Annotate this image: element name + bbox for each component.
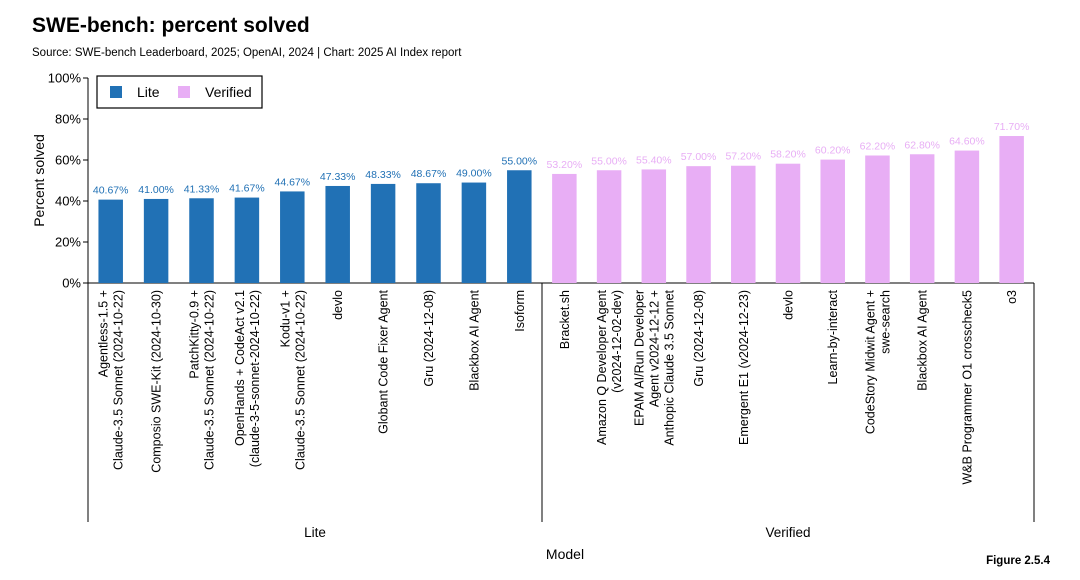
bar-lite: [143, 198, 169, 283]
bar-lite: [98, 199, 123, 283]
bar-verified: [865, 155, 890, 283]
category-label: swe-search: [878, 290, 892, 354]
bar-verified: [596, 170, 622, 283]
category-label: Agent v2024-12-12 +: [647, 290, 661, 407]
y-tick-label: 20%: [55, 235, 81, 250]
data-label: 55.40%: [636, 154, 672, 166]
category-label: (v2024-12-02-dev): [610, 290, 624, 393]
category-label: EPAM AI/Run Developer: [632, 290, 646, 426]
group-label: Lite: [304, 525, 326, 540]
category-label: Gru (2024-12-08): [692, 290, 706, 387]
bar-verified: [954, 150, 980, 283]
category-label: o3: [1005, 290, 1019, 304]
category-label: Isoform: [513, 290, 527, 332]
category-label: Blackbox AI Agent: [916, 289, 930, 390]
legend-label-verified: Verified: [205, 84, 252, 100]
category-label: Claude-3.5 Sonnet (2024-10-22): [203, 290, 217, 470]
y-tick-label: 100%: [48, 71, 82, 86]
y-tick-label: 0%: [62, 276, 81, 291]
category-label: Emergent E1 (v2024-12-23): [737, 290, 751, 445]
legend-swatch-lite: [110, 86, 122, 98]
y-tick-label: 60%: [55, 153, 81, 168]
data-label: 41.00%: [138, 184, 174, 196]
data-label: 57.20%: [725, 151, 761, 163]
bar-verified: [820, 159, 845, 283]
data-label: 71.70%: [994, 121, 1030, 133]
data-label: 47.33%: [320, 171, 356, 183]
data-label: 41.67%: [229, 183, 265, 195]
category-label: CodeStory Midwit Agent +: [863, 290, 877, 434]
bar-lite: [325, 185, 350, 283]
bar-verified: [909, 154, 935, 283]
category-label: Kodu-v1 +: [278, 290, 292, 347]
data-label: 53.20%: [547, 159, 583, 171]
data-label: 55.00%: [591, 155, 627, 167]
data-label: 48.67%: [411, 168, 447, 180]
category-label: W&B Programmer O1 crosscheck5: [960, 290, 974, 485]
bar-verified: [686, 166, 711, 283]
category-label: Learn-by-interact: [826, 289, 840, 384]
legend-swatch-verified: [178, 86, 190, 98]
data-label: 62.80%: [904, 139, 940, 151]
data-label: 57.00%: [681, 151, 717, 163]
category-label: Claude-3.5 Sonnet (2024-10-22): [293, 290, 307, 470]
bar-lite: [234, 197, 260, 283]
category-label: devlo: [782, 290, 796, 320]
bar-verified: [552, 173, 577, 283]
data-label: 48.33%: [365, 169, 401, 181]
category-label: Claude-3.5 Sonnet (2024-10-22): [112, 290, 126, 470]
category-label: OpenHands + CodeAct v2.1: [233, 290, 247, 446]
category-label: Agentless-1.5 +: [97, 290, 111, 377]
category-label: Bracket.sh: [558, 290, 572, 349]
data-label: 49.00%: [456, 168, 492, 180]
data-label: 62.20%: [860, 140, 896, 152]
bar-verified: [999, 136, 1024, 283]
data-label: 41.33%: [184, 183, 220, 195]
bar-lite: [507, 170, 532, 283]
data-label: 58.20%: [770, 149, 806, 161]
bar-verified: [731, 165, 756, 283]
category-label: devlo: [331, 290, 345, 320]
bar-verified: [641, 169, 667, 283]
bar-lite: [189, 198, 214, 283]
bar-lite: [461, 182, 487, 283]
category-label: Globant Code Fixer Agent: [377, 289, 391, 433]
y-tick-label: 40%: [55, 194, 81, 209]
category-label: Gru (2024-12-08): [422, 290, 436, 387]
data-label: 55.00%: [501, 155, 537, 167]
data-label: 40.67%: [93, 185, 129, 197]
bar-lite: [370, 183, 396, 283]
data-label: 64.60%: [949, 136, 985, 148]
y-axis-title: Percent solved: [31, 134, 47, 227]
category-label: PatchKitty-0.9 +: [188, 290, 202, 379]
chart-title: SWE-bench: percent solved: [32, 14, 310, 37]
category-label: Amazon Q Developer Agent: [595, 289, 609, 444]
category-label: (claude-3-5-sonnet-2024-10-22): [248, 290, 262, 467]
chart-subtitle: Source: SWE-bench Leaderboard, 2025; Ope…: [32, 47, 462, 59]
legend-label-lite: Lite: [137, 84, 160, 100]
category-label: Composio SWE-Kit (2024-10-30): [150, 290, 164, 473]
category-label: Blackbox AI Agent: [467, 289, 481, 390]
bar-lite: [280, 191, 305, 283]
bar-verified: [775, 163, 801, 283]
data-label: 44.67%: [274, 176, 310, 188]
group-label: Verified: [765, 525, 810, 540]
y-tick-label: 80%: [55, 112, 81, 127]
data-label: 60.20%: [815, 145, 851, 157]
x-axis-title: Model: [546, 546, 584, 562]
bar-lite: [416, 183, 441, 283]
figure-label: Figure 2.5.4: [986, 555, 1050, 567]
category-label: Anthopic Claude 3.5 Sonnet: [662, 289, 676, 445]
